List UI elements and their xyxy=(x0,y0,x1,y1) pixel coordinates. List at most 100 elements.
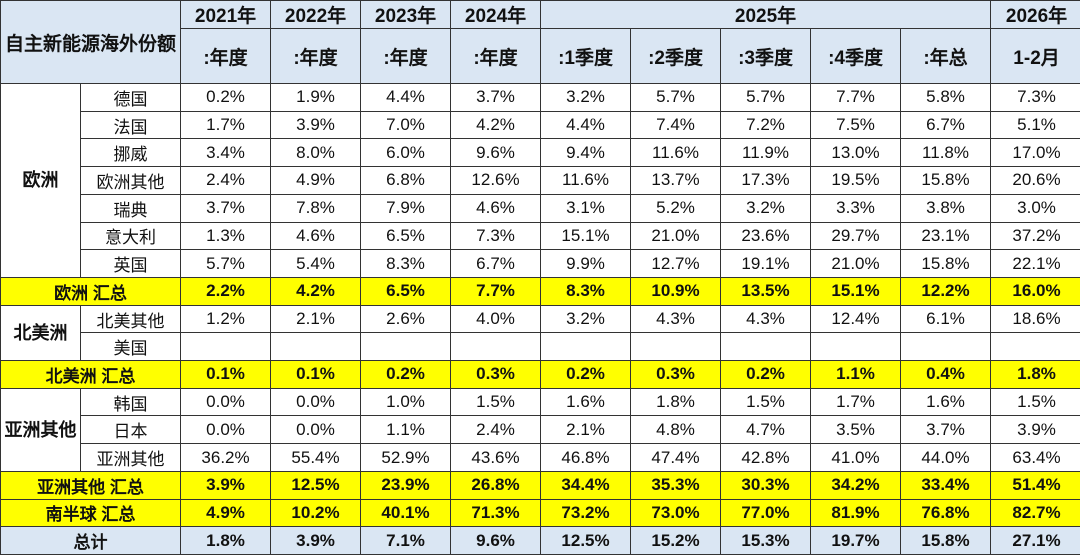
year-header: 2025年 xyxy=(540,0,992,30)
value-cell: 47.4% xyxy=(630,443,722,472)
value-cell: 22.1% xyxy=(990,249,1080,278)
value-cell: 4.9% xyxy=(180,498,272,528)
value-cell: 6.0% xyxy=(360,138,452,168)
value-cell: 3.9% xyxy=(990,415,1080,445)
region-label: 欧洲 xyxy=(0,83,81,278)
value-cell: 19.1% xyxy=(720,249,812,278)
value-cell: 3.7% xyxy=(180,193,272,223)
value-cell: 7.4% xyxy=(630,110,722,140)
value-cell: 1.7% xyxy=(810,387,902,417)
value-cell: 5.1% xyxy=(990,110,1080,140)
value-cell: 15.3% xyxy=(720,526,812,555)
value-cell: 2.4% xyxy=(450,415,542,445)
country-label: 意大利 xyxy=(79,221,182,251)
total-label: 总计 xyxy=(0,526,182,555)
value-cell: 52.9% xyxy=(360,443,452,472)
region-label: 北美洲 xyxy=(0,304,81,362)
value-cell: 9.9% xyxy=(540,249,632,278)
period-header: :2季度 xyxy=(630,28,722,85)
period-header: :年度 xyxy=(270,28,362,85)
value-cell: 4.6% xyxy=(270,221,362,251)
value-cell: 10.2% xyxy=(270,498,362,528)
country-label: 德国 xyxy=(79,83,182,112)
value-cell xyxy=(630,332,722,362)
value-cell: 9.6% xyxy=(450,138,542,168)
value-cell: 20.6% xyxy=(990,166,1080,195)
subheader-row: :年度:年度:年度:年度:1季度:2季度:3季度:4季度:年总 1-2月 xyxy=(1,28,1080,85)
value-cell: 13.0% xyxy=(810,138,902,168)
value-cell: 12.5% xyxy=(270,470,362,500)
value-cell: 3.0% xyxy=(990,193,1080,223)
value-cell: 19.7% xyxy=(810,526,902,555)
value-cell xyxy=(270,332,362,362)
value-cell: 3.7% xyxy=(900,415,992,445)
value-cell: 4.0% xyxy=(450,304,542,334)
data-row: 美国 xyxy=(1,332,1080,362)
value-cell: 3.2% xyxy=(720,193,812,223)
value-cell: 1.6% xyxy=(540,387,632,417)
year-header: 2024年 xyxy=(450,0,542,30)
value-cell: 82.7% xyxy=(990,498,1080,528)
value-cell: 4.4% xyxy=(540,110,632,140)
value-cell xyxy=(540,332,632,362)
value-cell: 26.8% xyxy=(450,470,542,500)
period-header: :年度 xyxy=(180,28,272,85)
value-cell: 46.8% xyxy=(540,443,632,472)
value-cell: 15.8% xyxy=(900,526,992,555)
country-label: 北美其他 xyxy=(79,304,182,334)
value-cell: 5.7% xyxy=(630,83,722,112)
subtotal-row: 欧洲 汇总 2.2% 4.2% 6.5% 7.7% 8.3% 10.9% 13.5% 15.1%… xyxy=(0,276,1080,306)
value-cell: 4.9% xyxy=(270,166,362,195)
value-cell: 5.7% xyxy=(180,249,272,278)
value-cell: 1.0% xyxy=(360,387,452,417)
value-cell: 29.7% xyxy=(810,221,902,251)
data-row: 亚洲其他 韩国 0.0% 0.0% 1.0% 1.5% 1.6% 1.8% 1.5% 1.7% 1.… xyxy=(0,387,1080,472)
value-cell: 1.5% xyxy=(990,387,1080,417)
value-cell: 4.2% xyxy=(270,276,362,306)
value-cell xyxy=(990,332,1080,362)
value-cell: 7.0% xyxy=(360,110,452,140)
value-cell: 23.1% xyxy=(900,221,992,251)
value-cell: 0.0% xyxy=(180,387,272,417)
value-cell: 1.7% xyxy=(180,110,272,140)
southern-row: 南半球 汇总 4.9% 10.2% 40.1% 71.3% 73.2% 73.0% 77.0%… xyxy=(0,498,1080,528)
value-cell: 7.7% xyxy=(810,83,902,112)
value-cell: 12.6% xyxy=(450,166,542,195)
value-cell: 6.8% xyxy=(360,166,452,195)
value-cell: 34.4% xyxy=(540,470,632,500)
value-cell: 13.5% xyxy=(720,276,812,306)
data-row: 挪威 3.4% 8.0% 6.0% 9.6% 9.4% 11.6% 11.9% 13.0% 11.… xyxy=(1,138,1080,168)
value-cell: 7.1% xyxy=(360,526,452,555)
value-cell: 4.3% xyxy=(630,304,722,334)
value-cell: 0.0% xyxy=(180,415,272,445)
value-cell: 11.8% xyxy=(900,138,992,168)
year-header: 2023年 xyxy=(360,0,452,30)
subtotal-label: 南半球 汇总 xyxy=(0,498,182,528)
value-cell: 12.4% xyxy=(810,304,902,334)
value-cell: 6.5% xyxy=(360,276,452,306)
value-cell: 34.2% xyxy=(810,470,902,500)
value-cell: 0.1% xyxy=(180,360,272,389)
subtotal-row: 亚洲其他 汇总 3.9% 12.5% 23.9% 26.8% 34.4% 35.3% 30.3… xyxy=(0,470,1080,500)
data-row: 日本 0.0% 0.0% 1.1% 2.4% 2.1% 4.8% 4.7% 3.5% 3.7% 3.… xyxy=(1,415,1080,445)
value-cell: 1.1% xyxy=(360,415,452,445)
value-cell: 1.8% xyxy=(990,360,1080,389)
value-cell: 1.1% xyxy=(810,360,902,389)
value-cell: 51.4% xyxy=(990,470,1080,500)
value-cell: 15.8% xyxy=(900,249,992,278)
value-cell: 1.9% xyxy=(270,83,362,112)
value-cell: 0.4% xyxy=(900,360,992,389)
value-cell: 1.5% xyxy=(450,387,542,417)
value-cell: 3.1% xyxy=(540,193,632,223)
value-cell: 41.0% xyxy=(810,443,902,472)
value-cell: 6.1% xyxy=(900,304,992,334)
value-cell: 71.3% xyxy=(450,498,542,528)
value-cell: 7.3% xyxy=(450,221,542,251)
value-cell: 77.0% xyxy=(720,498,812,528)
value-cell: 15.1% xyxy=(540,221,632,251)
value-cell: 3.3% xyxy=(810,193,902,223)
value-cell: 5.8% xyxy=(900,83,992,112)
value-cell: 7.5% xyxy=(810,110,902,140)
value-cell: 0.1% xyxy=(270,360,362,389)
value-cell: 30.3% xyxy=(720,470,812,500)
